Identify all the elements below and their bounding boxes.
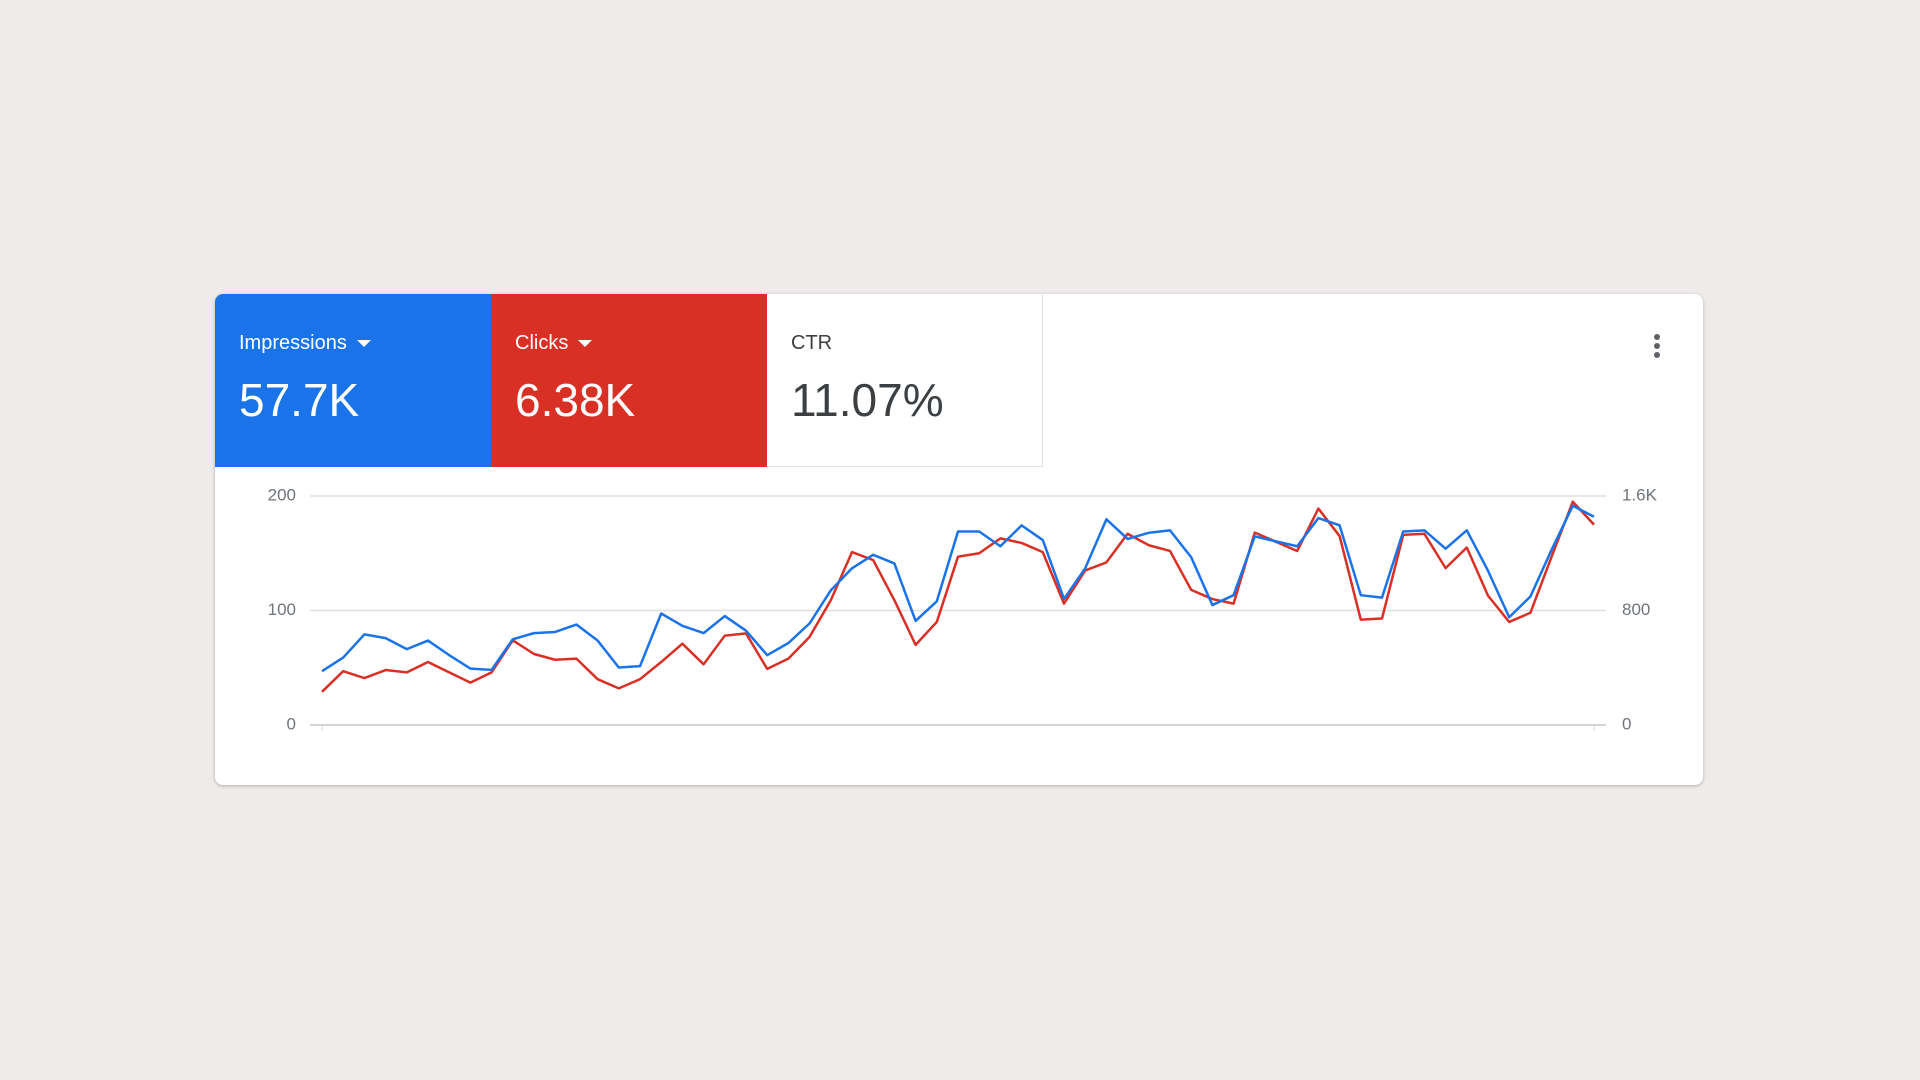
label-text: Clicks [515,332,569,354]
tile-value: 11.07% [791,374,944,426]
dot [1654,352,1660,358]
more-menu[interactable] [1651,334,1663,362]
tile-label: CTR [791,332,1042,355]
series-line [321,504,1595,673]
y-tick-label: 100 [268,600,296,619]
impressions-tile[interactable]: Impressions 57.7K [215,294,491,467]
dot [1654,334,1660,340]
y2-tick-label: 1.6K [1622,485,1658,504]
label-text: CTR [791,332,833,354]
y-tick-label: 200 [268,485,296,504]
y2-tick-label: 0 [1622,714,1631,733]
y-tick-label: 0 [287,714,296,733]
series-line [321,500,1595,693]
label-text: Impressions [239,332,347,354]
dot [1654,343,1660,349]
dropdown-arrow [578,340,593,347]
y2-tick-label: 800 [1622,600,1650,619]
ctr-tile[interactable]: CTR 11.07% [767,294,1043,467]
tile-label: Impressions [239,332,491,355]
tile-label: Clicks [515,332,767,355]
dropdown-arrow [356,340,371,347]
clicks-tile[interactable]: Clicks 6.38K [491,294,767,467]
tile-value: 6.38K [515,374,636,426]
tile-value: 57.7K [239,374,360,426]
